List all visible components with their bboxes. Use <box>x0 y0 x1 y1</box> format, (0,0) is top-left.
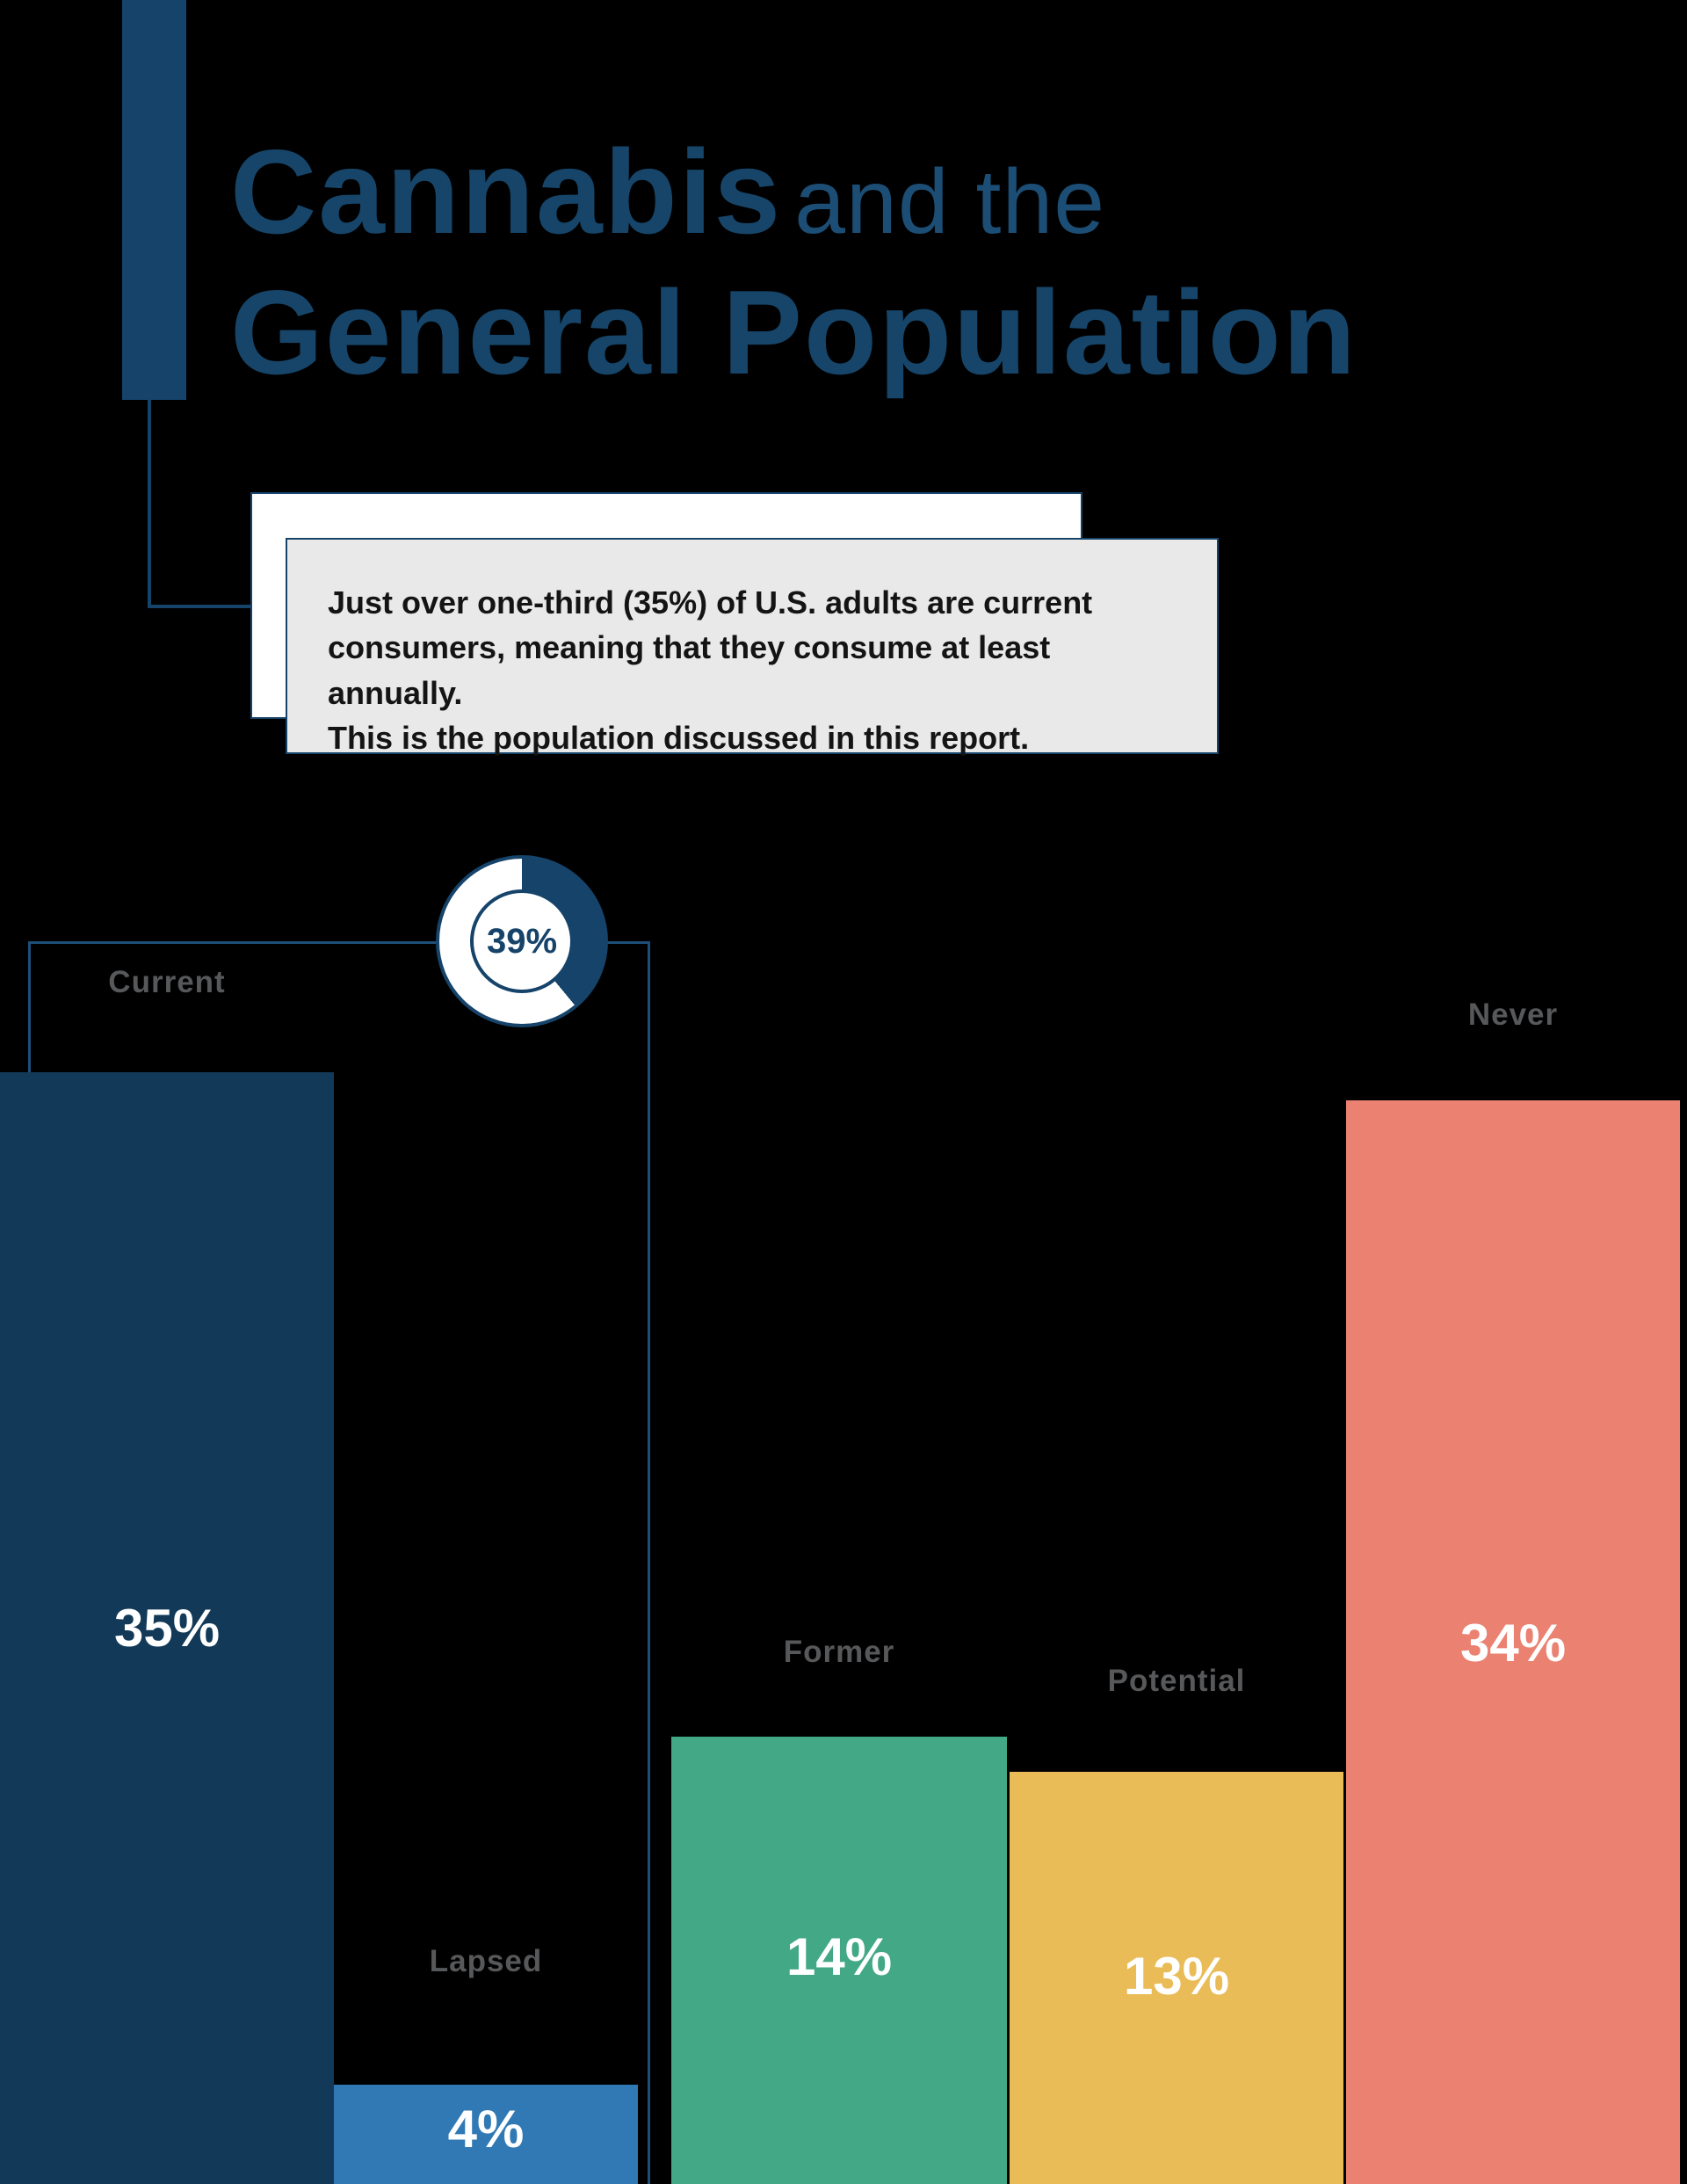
bar-never <box>1346 1100 1680 2184</box>
title-line-1: Cannabis and the <box>230 132 1358 251</box>
bar-label-former: Former <box>783 1635 895 1669</box>
title-words-and-the: and the <box>794 151 1106 253</box>
callout-text-line-3: This is the population discussed in this… <box>328 720 1030 757</box>
page-title: Cannabis and the General Population <box>230 132 1358 392</box>
bar-value-potential: 13% <box>1123 1947 1230 2006</box>
callout-text-line-1: Just over one-third (35%) of U.S. adults… <box>328 584 1093 620</box>
bar-value-never: 34% <box>1459 1614 1567 1672</box>
bar-value-lapsed: 4% <box>447 2100 525 2159</box>
bar-lapsed <box>334 2085 638 2184</box>
bar-value-former: 14% <box>786 1927 893 1986</box>
title-words-general-population: General Population <box>230 265 1358 399</box>
bar-former <box>671 1737 1007 2184</box>
bar-label-never: Never <box>1467 998 1559 1032</box>
title-word-cannabis: Cannabis <box>230 125 783 258</box>
donut-value-label: 39% <box>486 921 558 961</box>
connector-line-horizontal <box>148 605 293 608</box>
donut-ring <box>436 855 608 1027</box>
connector-line-vertical <box>148 400 151 608</box>
title-line-2: General Population <box>230 272 1358 392</box>
bar-label-potential: Potential <box>1107 1664 1246 1698</box>
donut-center: 39% <box>470 889 574 993</box>
bar-label-current: Current <box>108 965 226 999</box>
callout-box: Just over one-third (35%) of U.S. adults… <box>286 538 1219 756</box>
bar-value-current: 35% <box>113 1599 221 1658</box>
bar-potential <box>1010 1772 1343 2184</box>
bar-label-lapsed: Lapsed <box>429 1944 543 1978</box>
donut-chart: 39% <box>436 855 608 1027</box>
callout-text-line-2: consumers, meaning that they consume at … <box>328 629 1051 711</box>
title-accent-bar <box>122 0 186 400</box>
bar-current <box>0 1072 334 2184</box>
